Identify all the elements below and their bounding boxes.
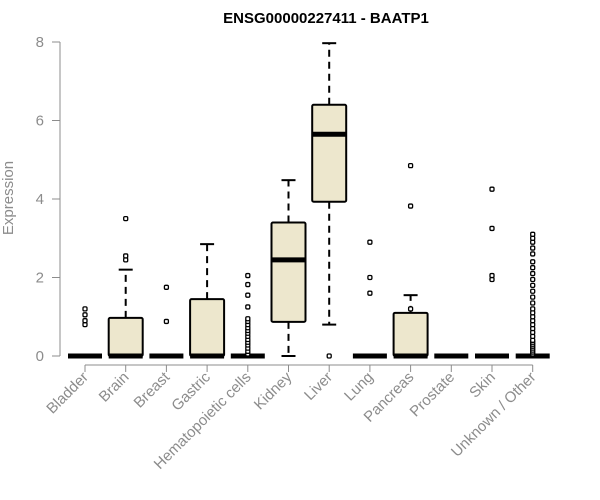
box-gastric [189, 243, 226, 359]
box-rect [189, 298, 226, 357]
outlier-point [530, 306, 536, 312]
box-rect [107, 316, 144, 357]
outlier-point [530, 282, 536, 289]
outlier-point [82, 312, 88, 318]
outlier-point [326, 353, 332, 359]
x-tick-label: Prostate [407, 369, 459, 421]
box-brain [107, 215, 144, 359]
outlier-point [123, 215, 129, 222]
x-tick-label: Liver [301, 369, 336, 404]
box-breast [149, 284, 184, 359]
outlier-point [530, 245, 536, 251]
x-tick-label: Lung [341, 369, 377, 405]
outlier-point [530, 270, 536, 277]
y-tick-label: 2 [36, 270, 44, 287]
outlier-point [530, 288, 536, 294]
y-axis-title: Expression [0, 161, 17, 235]
x-tick-label: Kidney [251, 368, 296, 413]
outlier-point [82, 318, 88, 324]
outlier-point [245, 292, 251, 298]
outlier-point [530, 294, 536, 300]
outlier-point [407, 162, 414, 169]
y-tick-label: 8 [36, 34, 44, 51]
box-lung [352, 239, 387, 359]
outlier-point [367, 290, 373, 296]
box-rect [270, 221, 307, 323]
box-pancreas [392, 162, 429, 359]
x-tick-label: Bladder [43, 369, 92, 418]
outlier-point [489, 225, 495, 232]
y-tick-label: 6 [36, 113, 44, 130]
outlier-point [82, 306, 88, 312]
outlier-point [245, 272, 251, 279]
x-tick-label: Brain [96, 369, 133, 406]
outlier-point [245, 281, 251, 288]
outlier-point [530, 231, 536, 237]
x-tick-label: Skin [466, 369, 499, 402]
box-bladder [68, 306, 102, 359]
outlier-point [123, 253, 129, 259]
outlier-point [163, 284, 170, 290]
outlier-point [530, 265, 536, 271]
box-liver [311, 42, 348, 359]
outlier-point [245, 316, 251, 322]
box-hematopoietic-cells [230, 272, 265, 359]
box-unknown-other [515, 231, 550, 359]
box-series [68, 42, 550, 359]
y-tick-label: 0 [36, 348, 44, 365]
outlier-point [489, 272, 495, 279]
outlier-point [163, 318, 170, 325]
outlier-point [530, 300, 536, 306]
x-tick-label: Breast [131, 368, 174, 411]
y-tick-label: 4 [36, 191, 44, 208]
box-rect [311, 103, 348, 203]
outlier-point [245, 304, 251, 310]
outlier-point [367, 274, 373, 281]
box-kidney [270, 179, 307, 357]
outlier-point [407, 203, 414, 209]
outlier-point [530, 259, 536, 265]
outlier-point [367, 239, 373, 245]
chart-title: ENSG00000227411 - BAATP1 [223, 10, 429, 27]
outlier-point [530, 276, 536, 283]
outlier-point [407, 306, 414, 312]
box-rect [392, 311, 429, 358]
y-axis: 0 2 4 6 8 [36, 34, 61, 365]
box-skin [475, 186, 509, 359]
outlier-point [489, 186, 495, 192]
outlier-point [530, 251, 536, 257]
